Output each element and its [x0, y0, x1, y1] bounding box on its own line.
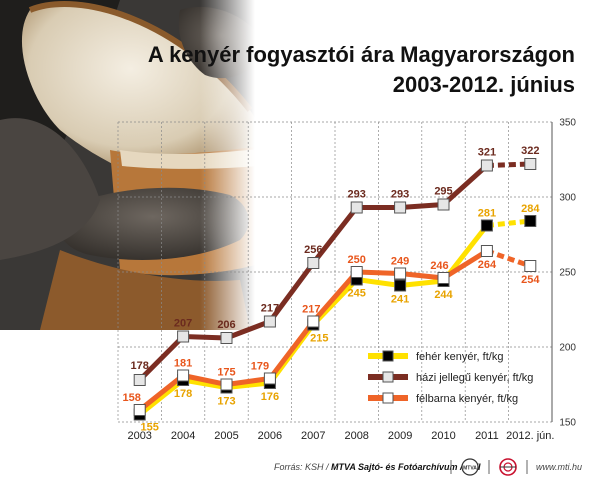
y-tick-label: 250 [559, 268, 576, 279]
data-label: 295 [434, 186, 452, 198]
legend-marker-hazi [382, 371, 394, 383]
x-category-label: 2012. jún. [506, 430, 554, 442]
legend-marker-feher [382, 350, 394, 362]
source-bold: MTVA Sajtó- és Fotóarchívum / MTI [331, 462, 481, 472]
y-tick-label: 200 [559, 343, 576, 354]
data-point [220, 378, 233, 391]
data-point [437, 198, 450, 211]
x-category-label: 2011 [475, 430, 499, 442]
data-point [307, 315, 320, 328]
y-tick-label: 150 [559, 418, 576, 429]
data-label: 281 [478, 208, 496, 220]
data-label: 256 [304, 244, 322, 256]
data-label: 207 [174, 318, 192, 330]
legend-item-felbarna: félbarna kenyér, ft/kg [368, 392, 518, 405]
data-label: 284 [521, 203, 540, 215]
chart-title: A kenyér fogyasztói ára Magyarországon [148, 42, 575, 67]
data-point [480, 159, 493, 172]
x-category-label: 2007 [301, 430, 325, 442]
x-category-label: 2004 [171, 430, 195, 442]
data-label: 293 [348, 189, 366, 201]
data-point [263, 372, 276, 385]
series-line-projected [486, 248, 532, 269]
legend-marker-felbarna [382, 392, 394, 404]
source-prefix: Forrás: KSH / [274, 462, 331, 472]
data-label: 322 [521, 145, 539, 157]
y-tick-label: 350 [559, 118, 576, 129]
site-url: www.mti.hu [536, 462, 582, 472]
data-label: 321 [478, 147, 496, 159]
data-label: 254 [521, 274, 540, 286]
y-axis-ticks: 150 200 250 300 350 [559, 118, 576, 429]
legend-item-hazi: házi jellegű kenyér, ft/kg [368, 371, 533, 384]
legend-item-feher: fehér kenyér, ft/kg [368, 350, 503, 363]
data-point [307, 257, 320, 269]
data-label: 206 [217, 319, 235, 331]
legend: fehér kenyér, ft/kg házi jellegű kenyér,… [368, 350, 533, 405]
data-point [350, 266, 363, 278]
legend-label-hazi: házi jellegű kenyér, ft/kg [416, 372, 533, 384]
legend-label-feher: fehér kenyér, ft/kg [416, 351, 503, 363]
data-labels: 155 178 173 176 215 245 241 244 281 284 178 207 206 2… [123, 145, 541, 434]
data-point [133, 404, 146, 416]
data-point [263, 315, 276, 328]
mtva-logo-ring [461, 458, 479, 476]
source-text: Forrás: KSH / MTVA Sajtó- és Fotóarchívu… [274, 462, 481, 472]
data-label: 175 [217, 367, 235, 379]
mti-logo-icon [499, 458, 517, 476]
x-category-label: 2010 [431, 430, 455, 442]
legend-label-felbarna: félbarna kenyér, ft/kg [416, 393, 518, 405]
data-label: 249 [391, 256, 409, 268]
data-label: 178 [131, 360, 149, 372]
data-point [177, 369, 190, 382]
data-point [524, 215, 537, 227]
mtva-logo-text: MTVA [463, 466, 477, 472]
data-label: 176 [261, 391, 279, 403]
data-point [480, 245, 493, 257]
x-category-label: 2008 [344, 430, 368, 442]
x-axis-categories: 2003 2004 2005 2006 2007 2008 2009 2010 2011 2012… [127, 430, 554, 442]
series-line-projected [486, 218, 531, 228]
data-label: 217 [261, 303, 279, 315]
x-category-label: 2005 [214, 430, 238, 442]
x-category-label: 2003 [127, 430, 151, 442]
data-label: 179 [251, 361, 269, 373]
data-label: 264 [478, 259, 497, 271]
data-point [524, 158, 537, 170]
data-point [394, 267, 407, 280]
data-label: 155 [141, 422, 159, 434]
data-label: 173 [217, 396, 235, 408]
data-label: 158 [123, 392, 141, 404]
data-label: 245 [348, 288, 366, 300]
data-label: 217 [302, 304, 320, 316]
data-point [394, 201, 407, 214]
data-point [524, 260, 537, 272]
footer: Forrás: KSH / MTVA Sajtó- és Fotóarchívu… [274, 458, 582, 476]
mtva-logo: MTVA [461, 458, 479, 476]
data-label: 215 [310, 333, 328, 345]
data-label: 250 [348, 254, 366, 266]
series-line-projected [486, 161, 531, 168]
data-point [177, 330, 190, 343]
data-point [480, 219, 493, 232]
data-point [350, 201, 363, 214]
data-label: 181 [174, 358, 192, 370]
data-label: 293 [391, 189, 409, 201]
chart-subtitle: 2003-2012. június [393, 72, 575, 97]
data-point [394, 279, 407, 292]
data-label: 244 [434, 289, 453, 301]
data-point [220, 332, 233, 344]
data-point [437, 272, 450, 284]
series-markers [133, 158, 537, 421]
data-label: 246 [430, 260, 448, 272]
y-tick-label: 300 [559, 193, 576, 204]
data-label: 241 [391, 294, 409, 306]
data-point [133, 374, 146, 386]
x-category-label: 2009 [388, 430, 412, 442]
x-category-label: 2006 [258, 430, 282, 442]
bread-photo [0, 0, 310, 330]
data-label: 178 [174, 388, 192, 400]
